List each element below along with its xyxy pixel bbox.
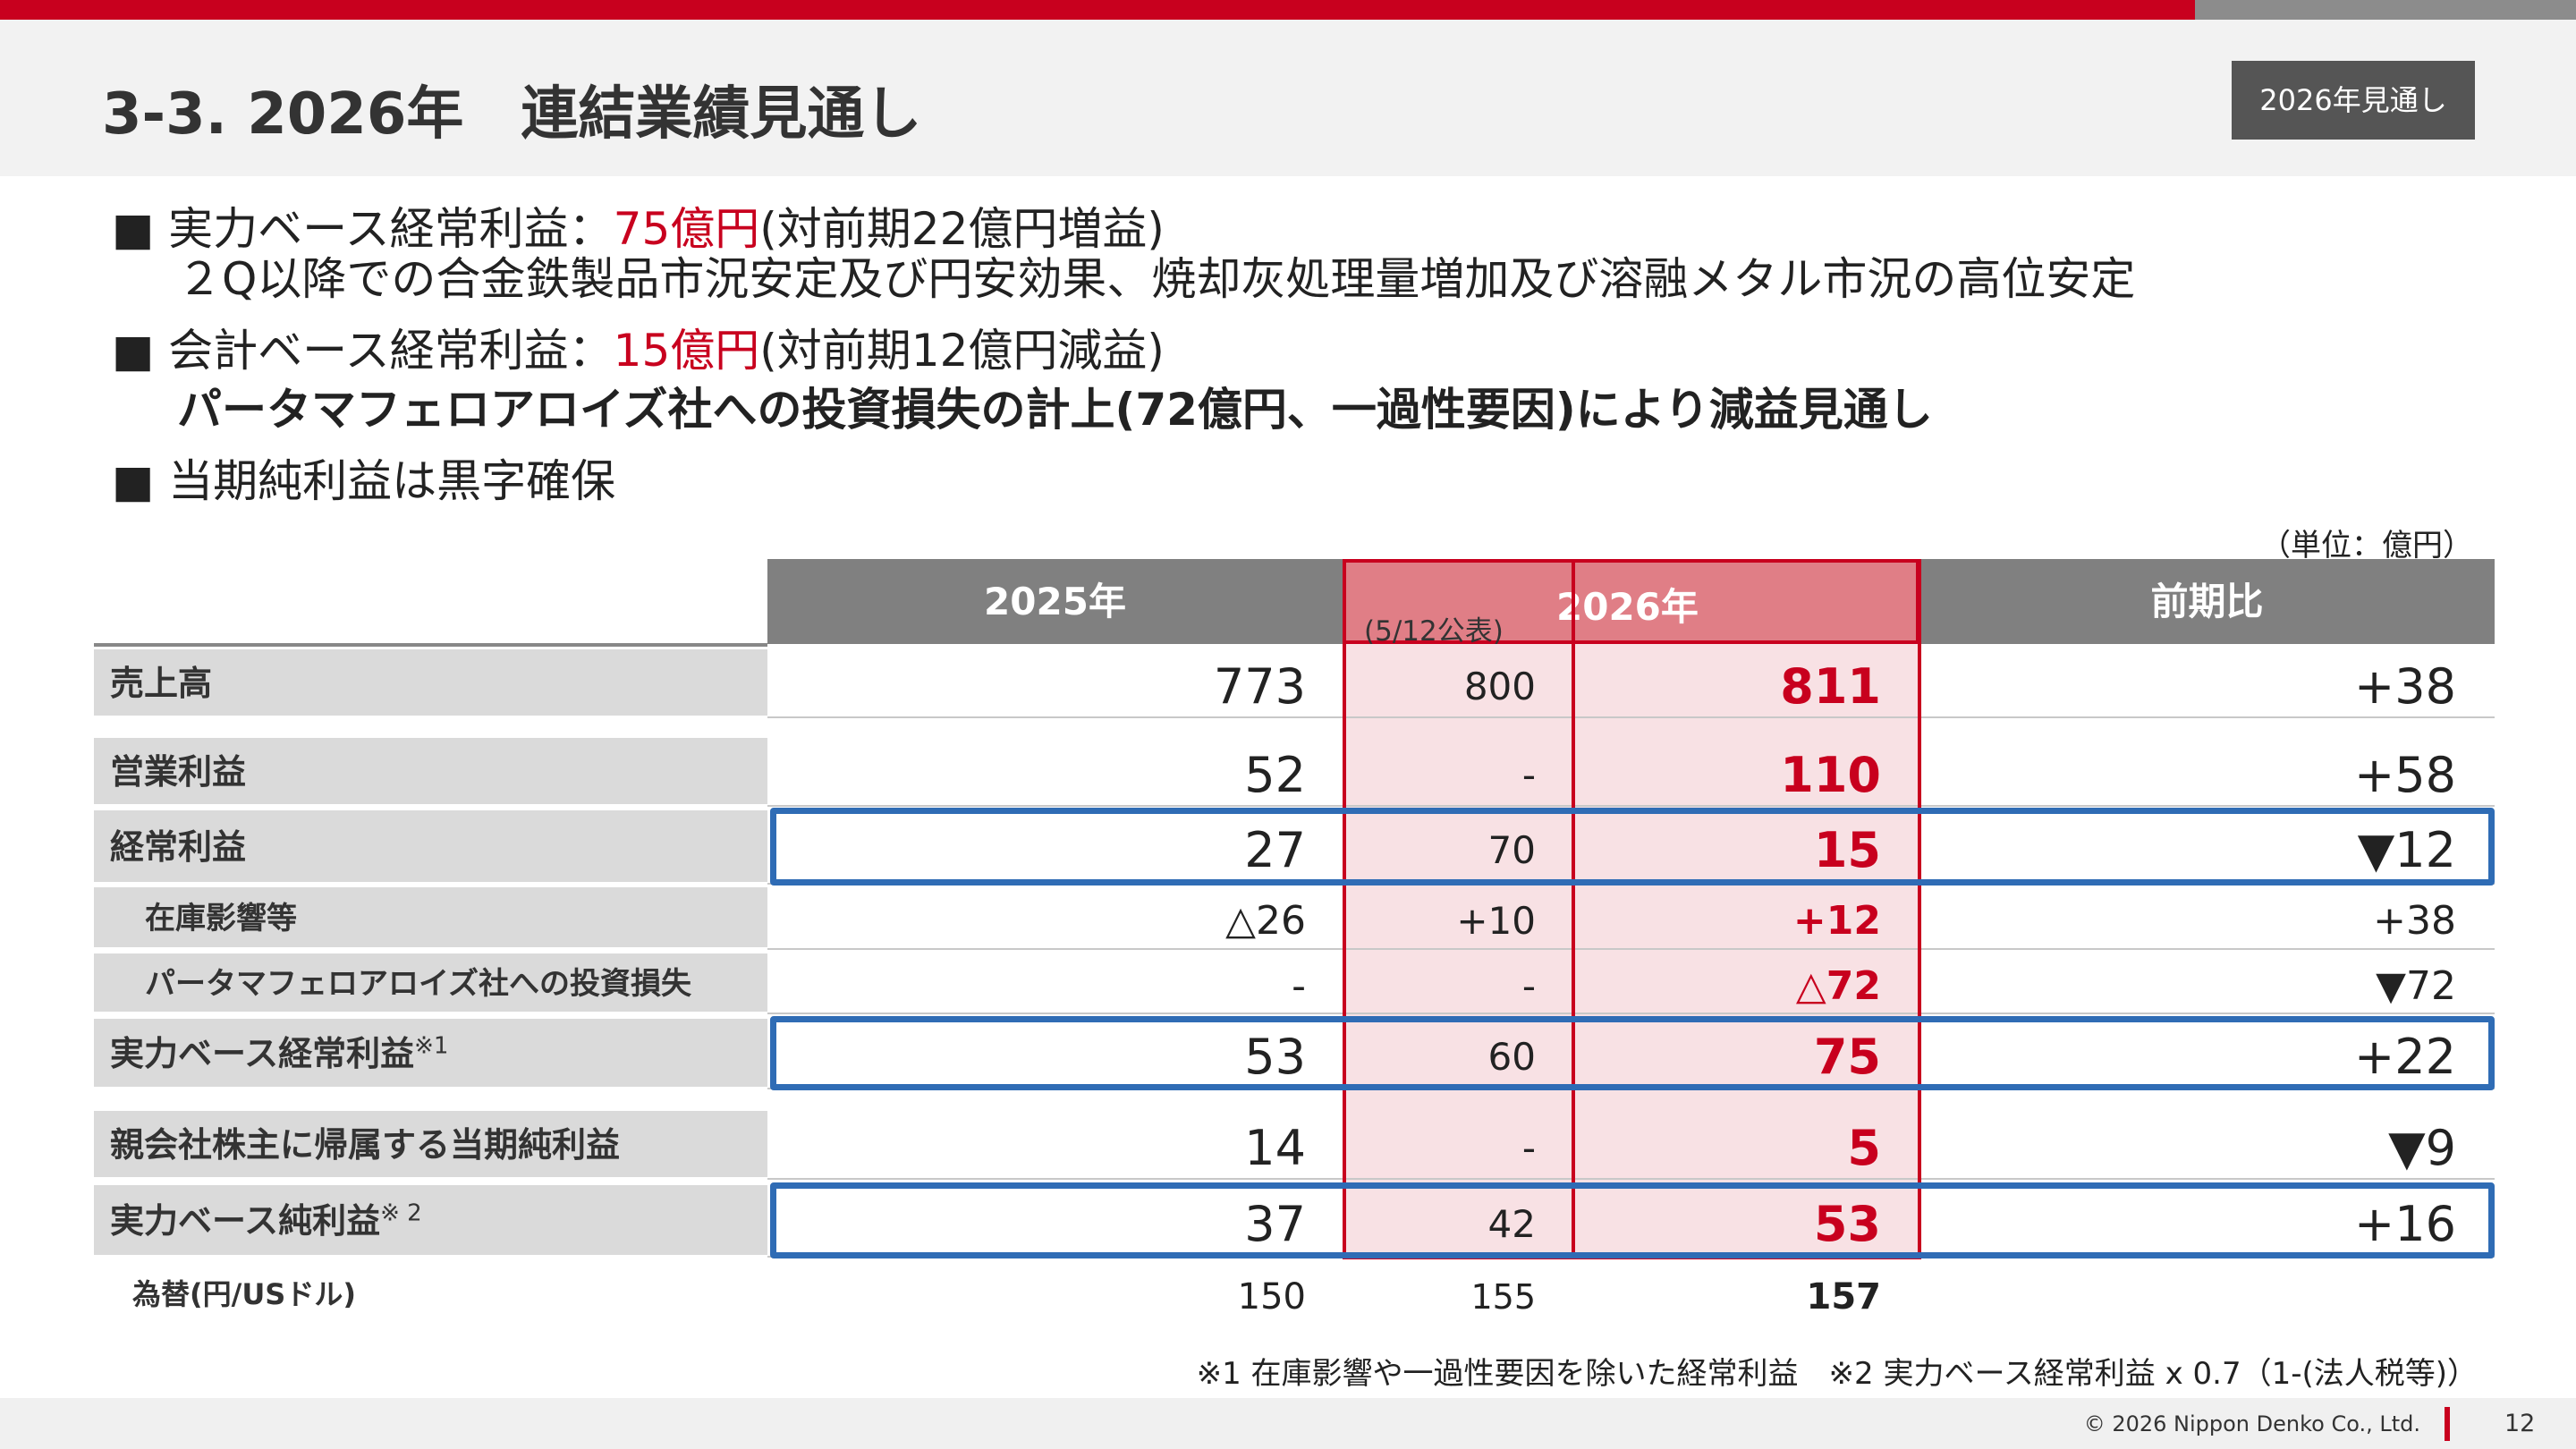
bullet-highlight: 75億円 bbox=[613, 203, 760, 255]
announced-label: (5/12公表) bbox=[1364, 615, 1504, 648]
bullet-mark: ■ bbox=[112, 203, 155, 255]
cell: 52 bbox=[1244, 747, 1306, 803]
highlight-box bbox=[770, 1016, 2495, 1090]
bullet-line: ■ 当期純利益は黒字確保 bbox=[112, 445, 615, 510]
highlight-box bbox=[770, 808, 2495, 886]
cell: +22 bbox=[2354, 1029, 2456, 1085]
cell: 110 bbox=[1780, 747, 1881, 803]
top-bar-gray bbox=[2195, 0, 2576, 20]
bullet-mark: ■ bbox=[112, 455, 155, 507]
row-label: 実力ベース純利益※ 2 bbox=[110, 1199, 422, 1241]
row-note: ※ 2 bbox=[380, 1199, 422, 1227]
bullet-text: 実力ベース経常利益： bbox=[168, 203, 614, 255]
cell: 14 bbox=[1244, 1120, 1306, 1176]
bullet-line: ■ 会計ベース経常利益：15億円(対前期12億円減益) bbox=[112, 315, 1165, 379]
label-bg bbox=[94, 1185, 767, 1255]
col-header: 2026年 bbox=[1556, 585, 1699, 629]
header-band bbox=[0, 20, 2576, 176]
cell: 157 bbox=[1806, 1276, 1882, 1318]
bullet-mark: ■ bbox=[112, 325, 155, 377]
row-label: 実力ベース経常利益※1 bbox=[110, 1032, 449, 1073]
label-bg bbox=[94, 1111, 767, 1177]
red-divider bbox=[1572, 559, 1575, 1258]
row-rule bbox=[767, 805, 2495, 807]
cell: 27 bbox=[1244, 822, 1306, 878]
row-rule bbox=[767, 948, 2495, 950]
cell: +12 bbox=[1792, 898, 1881, 944]
cell: 60 bbox=[1487, 1035, 1536, 1079]
cell: - bbox=[1521, 964, 1536, 1008]
cell: - bbox=[1521, 1126, 1536, 1170]
bullet-text: (対前期12億円減益) bbox=[759, 325, 1165, 377]
row-label: パータマフェロアロイズ社への投資損失 bbox=[145, 966, 691, 1002]
col-header-2026 bbox=[1343, 559, 1919, 644]
row-rule bbox=[767, 1178, 2495, 1180]
cell: 53 bbox=[1244, 1029, 1306, 1085]
cell: △26 bbox=[1225, 898, 1306, 944]
copyright: © 2026 Nippon Denko Co., Ltd. bbox=[2083, 1411, 2420, 1436]
bullet-detail: パータマフェロアロイズ社への投資損失の計上(72億円、一過性要因)により減益見通… bbox=[177, 384, 1933, 436]
cell: 70 bbox=[1487, 828, 1536, 872]
footnote: ※1 在庫影響や一過性要因を除いた経常利益 ※2 実力ベース経常利益 x 0.7… bbox=[1196, 1356, 2478, 1392]
row-note: ※1 bbox=[414, 1032, 449, 1060]
bullet-text: 会計ベース経常利益： bbox=[168, 325, 614, 377]
row-label: 営業利益 bbox=[110, 752, 247, 792]
bullet-text: 当期純利益は黒字確保 bbox=[168, 455, 616, 507]
cell: ▼12 bbox=[2357, 822, 2456, 878]
cell: 150 bbox=[1237, 1276, 1306, 1318]
cell: 5 bbox=[1847, 1120, 1881, 1176]
cell: 155 bbox=[1470, 1277, 1536, 1317]
cell: +38 bbox=[2373, 898, 2456, 944]
cell: +38 bbox=[2354, 658, 2456, 715]
row-label: 在庫影響等 bbox=[145, 901, 297, 936]
bullet-highlight: 15億円 bbox=[613, 325, 760, 377]
label-bg bbox=[94, 887, 767, 947]
label-bg bbox=[94, 649, 767, 716]
top-bar bbox=[0, 0, 2195, 20]
cell: +58 bbox=[2354, 747, 2456, 803]
bullet-detail: ２Q以降での合金鉄製品市況安定及び円安効果、焼却灰処理量増加及び溶融メタル市況の… bbox=[177, 253, 2136, 305]
header-rule bbox=[94, 643, 767, 647]
col-header: 2025年 bbox=[767, 559, 1343, 644]
row-rule bbox=[767, 1013, 2495, 1014]
cell: 42 bbox=[1487, 1202, 1536, 1246]
col-2026-bg bbox=[1343, 644, 1919, 1257]
label-bg bbox=[94, 953, 767, 1012]
cell: 15 bbox=[1813, 822, 1881, 878]
cell: 53 bbox=[1813, 1196, 1881, 1252]
cell: △72 bbox=[1795, 963, 1881, 1009]
bullet-line: ■ 実力ベース経常利益：75億円(対前期22億円増益) bbox=[112, 193, 1165, 258]
label-bg bbox=[94, 738, 767, 804]
unit-label: （単位：億円） bbox=[2260, 528, 2473, 564]
col-header: 前期比 bbox=[1919, 559, 2495, 644]
highlight-box bbox=[770, 1182, 2495, 1258]
title: 3-3. 2026年 連結業績見通し bbox=[102, 81, 922, 148]
footer-bar bbox=[2445, 1407, 2450, 1441]
page-number: 12 bbox=[2504, 1410, 2536, 1437]
badge: 2026年見通し bbox=[2232, 61, 2475, 140]
cell: - bbox=[1521, 753, 1536, 797]
red-divider bbox=[1918, 559, 1921, 1258]
cell: 37 bbox=[1244, 1196, 1306, 1252]
red-divider bbox=[1343, 559, 1346, 1258]
cell: 75 bbox=[1813, 1029, 1881, 1085]
cell: ▼72 bbox=[2376, 963, 2456, 1009]
cell: - bbox=[1292, 963, 1306, 1009]
cell: ▼9 bbox=[2388, 1120, 2456, 1176]
cell: 800 bbox=[1463, 665, 1536, 708]
row-label: 売上高 bbox=[110, 664, 213, 703]
cell: 811 bbox=[1780, 658, 1881, 715]
cell: 773 bbox=[1213, 658, 1306, 715]
label-bg bbox=[94, 1019, 767, 1087]
cell: +10 bbox=[1456, 899, 1536, 943]
cell: +16 bbox=[2354, 1196, 2456, 1252]
label-bg bbox=[94, 810, 767, 882]
row-label: 親会社株主に帰属する当期純利益 bbox=[110, 1125, 621, 1165]
row-rule bbox=[767, 716, 2495, 718]
row-label: 為替(円/USドル) bbox=[132, 1277, 356, 1311]
footer-band bbox=[0, 1398, 2576, 1449]
bullet-text: (対前期22億円増益) bbox=[759, 203, 1165, 255]
row-label: 経常利益 bbox=[110, 827, 247, 867]
